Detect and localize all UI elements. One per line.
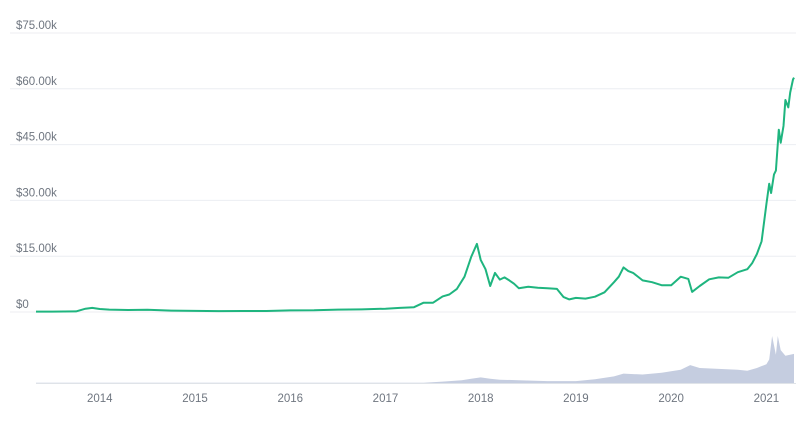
x-tick-label: 2016 — [277, 393, 303, 405]
y-axis-labels: $0 $15.00k $30.00k $45.00k $60.00k $75.00k — [16, 20, 57, 311]
volume-area — [36, 336, 794, 383]
price-line — [36, 77, 795, 313]
x-tick-label: 2014 — [87, 393, 113, 405]
grid-lines — [10, 32, 796, 313]
x-tick-label: 2015 — [182, 393, 208, 405]
x-axis-labels: 2014 2015 2016 2017 2018 2019 2020 2021 — [87, 393, 779, 405]
y-tick-label: $15.00k — [16, 243, 57, 255]
x-tick-label: 2020 — [658, 393, 684, 405]
x-tick-label: 2017 — [373, 393, 399, 405]
x-tick-label: 2019 — [563, 393, 589, 405]
x-tick-label: 2018 — [468, 393, 494, 405]
y-tick-label: $60.00k — [16, 76, 57, 88]
x-tick-label: 2021 — [754, 393, 780, 405]
y-tick-label: $75.00k — [16, 20, 57, 32]
y-tick-label: $0 — [16, 299, 29, 311]
y-tick-label: $45.00k — [16, 132, 57, 144]
y-tick-label: $30.00k — [16, 187, 57, 199]
